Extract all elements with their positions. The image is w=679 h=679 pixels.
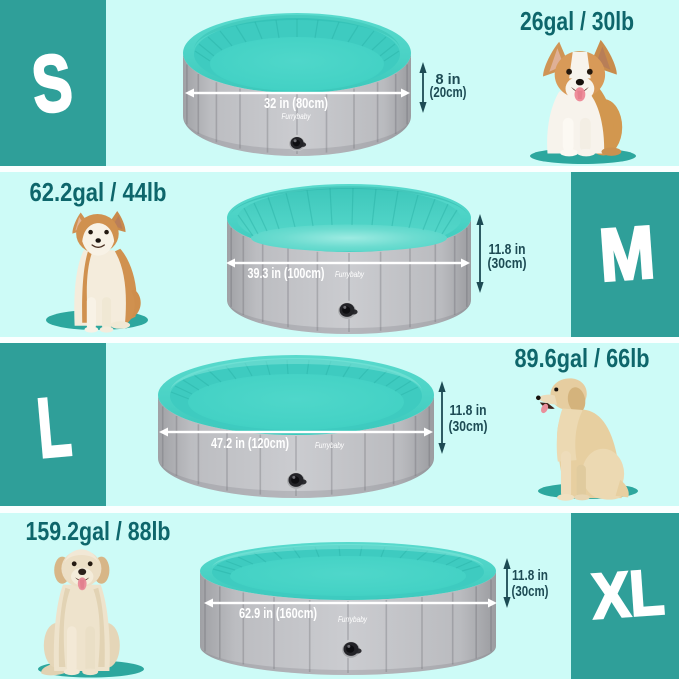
svg-text:Furrybaby: Furrybaby xyxy=(338,614,368,624)
svg-text:159.2gal / 88lb: 159.2gal / 88lb xyxy=(26,516,171,546)
svg-text:11.8 in: 11.8 in xyxy=(512,568,548,584)
svg-text:11.8 in: 11.8 in xyxy=(450,403,487,419)
svg-text:8 in: 8 in xyxy=(436,72,461,88)
svg-text:M: M xyxy=(597,210,658,297)
svg-text:(30cm): (30cm) xyxy=(512,584,549,600)
svg-text:32 in (80cm): 32 in (80cm) xyxy=(264,96,328,112)
svg-text:(30cm): (30cm) xyxy=(449,419,488,435)
svg-text:62.2gal / 44lb: 62.2gal / 44lb xyxy=(30,177,167,207)
svg-text:62.9 in (160cm): 62.9 in (160cm) xyxy=(239,606,317,622)
svg-text:Furrybaby: Furrybaby xyxy=(315,440,345,450)
svg-text:XL: XL xyxy=(590,556,667,633)
svg-text:11.8 in: 11.8 in xyxy=(489,242,526,258)
svg-text:(30cm): (30cm) xyxy=(488,256,527,272)
svg-text:26gal / 30lb: 26gal / 30lb xyxy=(520,6,634,36)
svg-text:39.3 in (100cm): 39.3 in (100cm) xyxy=(248,266,325,282)
svg-text:(20cm): (20cm) xyxy=(430,85,467,101)
svg-text:89.6gal / 66lb: 89.6gal / 66lb xyxy=(515,343,650,373)
svg-text:47.2 in (120cm): 47.2 in (120cm) xyxy=(211,436,289,452)
svg-text:Furrybaby: Furrybaby xyxy=(282,111,312,121)
svg-text:Furrybaby: Furrybaby xyxy=(335,269,365,279)
